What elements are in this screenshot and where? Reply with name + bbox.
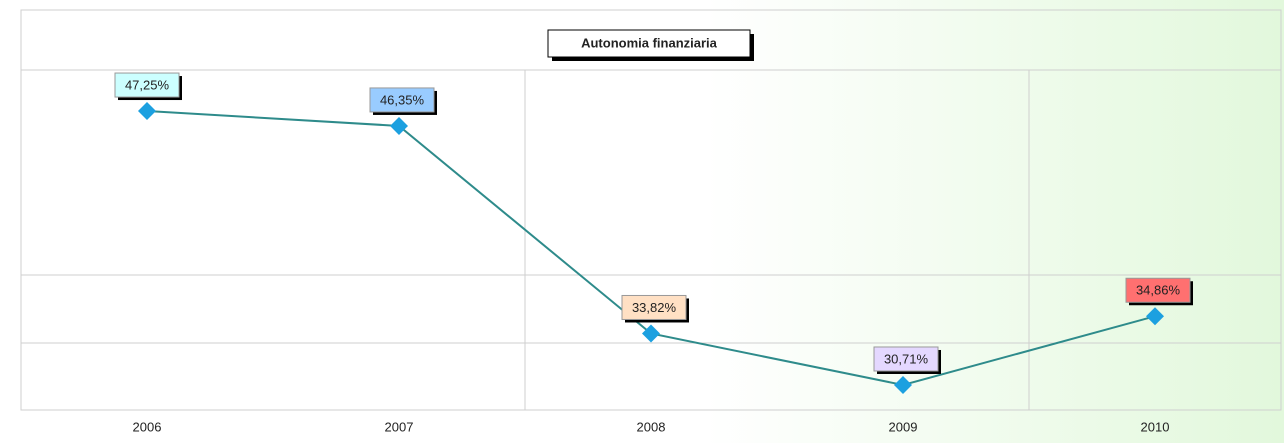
data-label: 46,35% bbox=[380, 92, 425, 107]
title-box bbox=[547, 29, 751, 58]
data-label: 47,25% bbox=[125, 77, 170, 92]
label-box bbox=[114, 72, 180, 98]
chart-title: Autonomia finanziaria bbox=[581, 35, 718, 50]
plot-frame bbox=[20, 9, 1282, 411]
grid bbox=[21, 69, 1281, 410]
data-label: 33,82% bbox=[632, 300, 677, 315]
x-tick-label: 2006 bbox=[133, 419, 162, 434]
label-box bbox=[873, 346, 939, 372]
marker bbox=[894, 375, 912, 394]
label-box bbox=[369, 87, 435, 113]
data-label: 30,71% bbox=[884, 351, 929, 366]
marker bbox=[642, 324, 660, 343]
x-tick-label: 2009 bbox=[889, 419, 918, 434]
label-box bbox=[1125, 277, 1191, 303]
marker bbox=[138, 102, 156, 121]
x-tick-label: 2008 bbox=[637, 419, 666, 434]
x-tick-label: 2007 bbox=[385, 419, 414, 434]
marker bbox=[1146, 307, 1164, 326]
label-box bbox=[621, 294, 687, 320]
x-tick-label: 2010 bbox=[1141, 419, 1170, 434]
marker bbox=[390, 116, 408, 135]
data-label: 34,86% bbox=[1136, 283, 1181, 298]
